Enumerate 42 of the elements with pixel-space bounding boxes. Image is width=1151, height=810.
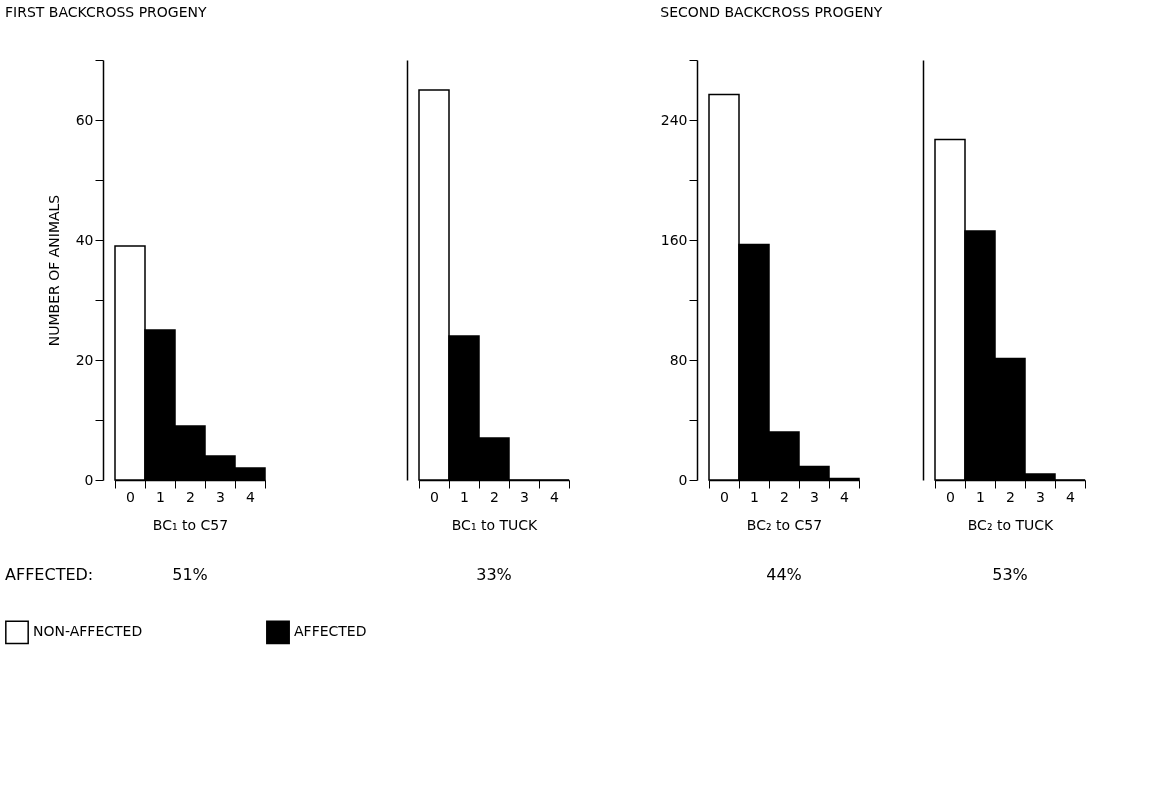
x-tick-label: 2 xyxy=(490,488,499,505)
text: 33% xyxy=(476,565,512,584)
chart-title: FIRST BACKCROSS PROGENY xyxy=(5,3,208,20)
legend-label: AFFECTED xyxy=(294,623,367,640)
x-tick-label: 0 xyxy=(720,488,729,505)
x-tick-label: 3 xyxy=(216,488,225,505)
y-tick-label: 20 xyxy=(75,351,94,368)
x-tick-label: 2 xyxy=(186,488,195,505)
y-tick-label: 0 xyxy=(84,471,94,488)
y-tick-label: 240 xyxy=(660,111,688,128)
x-tick-label: 4 xyxy=(1066,488,1076,505)
x-tick-label: 1 xyxy=(750,488,759,505)
y-axis-title: NUMBER OF ANIMALS xyxy=(45,194,62,347)
text: 51% xyxy=(172,565,208,584)
x-tick-label: 0 xyxy=(946,488,955,505)
x-tick-label: 1 xyxy=(976,488,985,505)
x-tick-label: 4 xyxy=(550,488,560,505)
y-tick-label: 160 xyxy=(660,231,688,248)
y-tick-label: 40 xyxy=(75,231,94,248)
x-tick-label: 3 xyxy=(520,488,529,505)
x-tick-label: 4 xyxy=(246,488,256,505)
chart-title: SECOND BACKCROSS PROGENY xyxy=(660,3,883,20)
y-tick-label: 80 xyxy=(669,351,688,368)
x-tick-label: 1 xyxy=(156,488,165,505)
x-tick-label: 0 xyxy=(126,488,135,505)
text: 53% xyxy=(992,565,1028,584)
text: 44% xyxy=(766,565,802,584)
legend-label: NON-AFFECTED xyxy=(33,623,143,640)
x-tick-label: 3 xyxy=(1036,488,1045,505)
x-axis-title: BC₂ to C57 xyxy=(746,516,823,533)
x-tick-label: 0 xyxy=(430,488,439,505)
x-tick-label: 3 xyxy=(810,488,819,505)
y-tick-label: 60 xyxy=(75,111,94,128)
x-tick-label: 4 xyxy=(840,488,850,505)
x-tick-label: 1 xyxy=(460,488,469,505)
x-tick-label: 2 xyxy=(780,488,789,505)
x-axis-title: BC₂ to TUCK xyxy=(967,516,1055,533)
text: AFFECTED: xyxy=(5,565,94,584)
y-tick-label: 0 xyxy=(678,471,688,488)
x-axis-title: BC₁ to TUCK xyxy=(451,516,539,533)
x-axis-title: BC₁ to C57 xyxy=(152,516,229,533)
x-tick-label: 2 xyxy=(1006,488,1015,505)
